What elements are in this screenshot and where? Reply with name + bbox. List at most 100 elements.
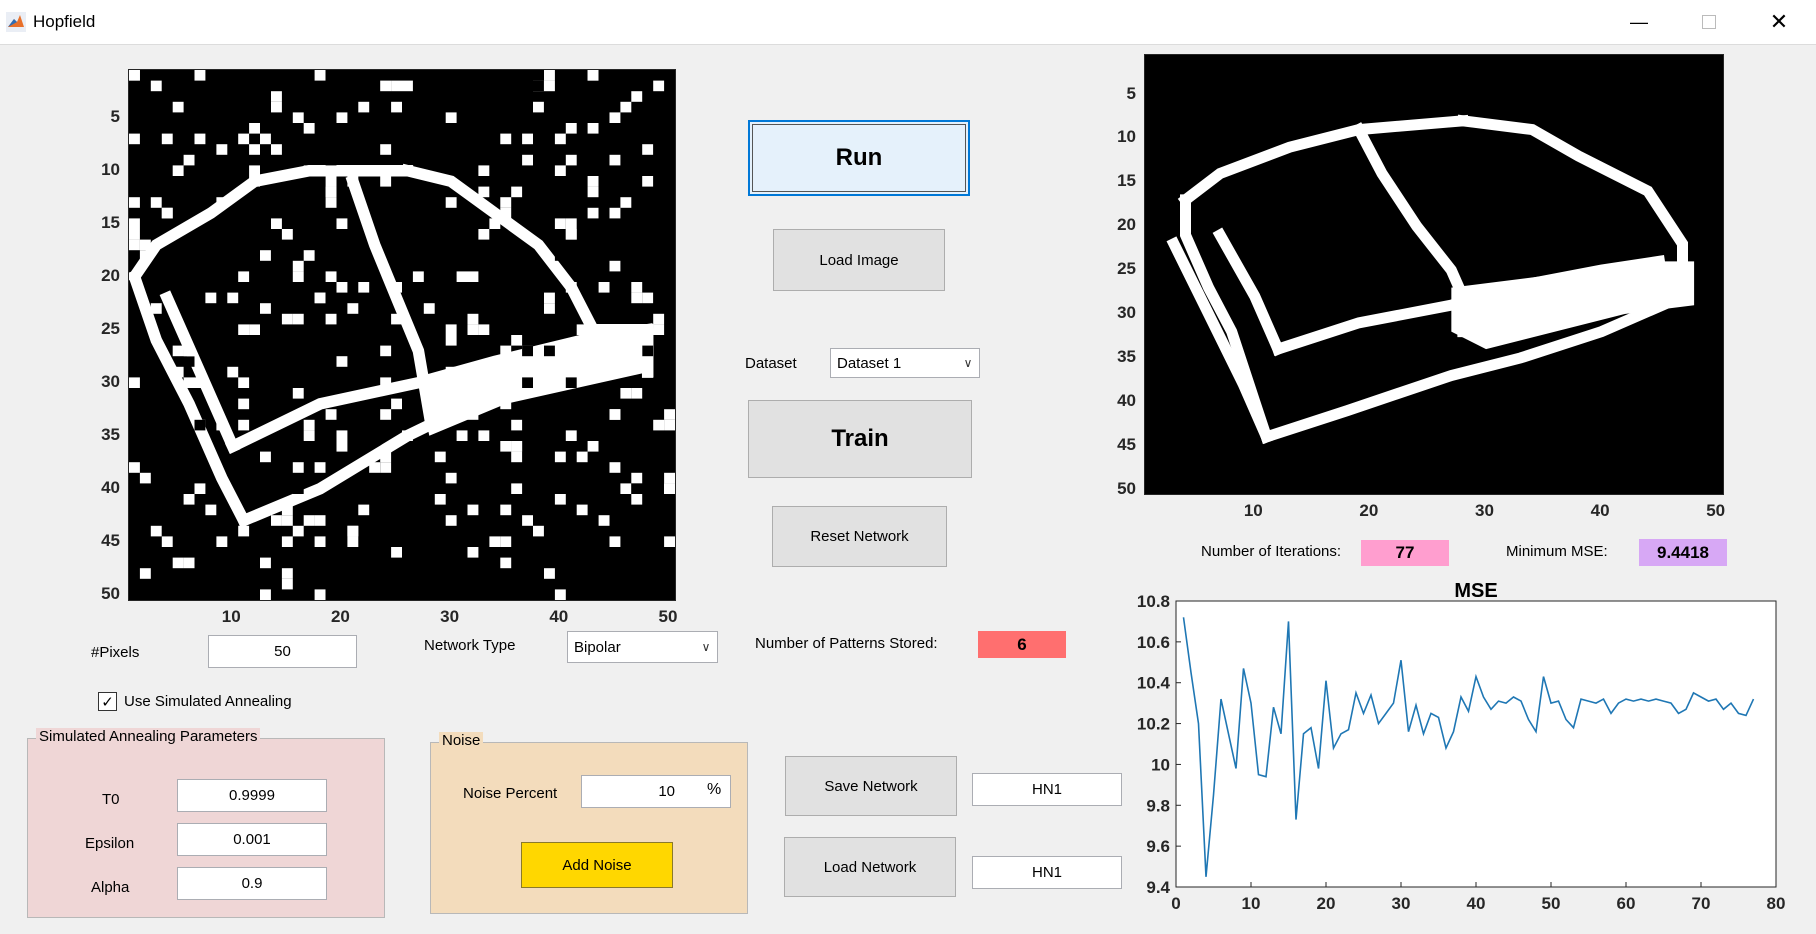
noise-percent-input[interactable]: 10: [581, 775, 731, 808]
title-bar: Hopfield — ✕: [0, 0, 1816, 45]
save-network-name-input[interactable]: HN1: [972, 773, 1122, 806]
y-tick-label: 9.8: [1146, 796, 1170, 815]
output-x-tick: 20: [1359, 501, 1379, 520]
output-x-tick: 40: [1590, 501, 1610, 520]
reset-network-button[interactable]: Reset Network: [772, 506, 947, 567]
y-tick-label: 10.2: [1137, 715, 1170, 734]
output-y-tick: 10: [1117, 127, 1136, 147]
chevron-down-icon: ∨: [701, 640, 711, 654]
close-button[interactable]: ✕: [1744, 0, 1814, 44]
input-y-tick: 25: [101, 318, 120, 338]
min-mse-value: 9.4418: [1639, 539, 1727, 566]
input-x-tick: 30: [440, 607, 460, 626]
epsilon-input[interactable]: 0.001: [177, 823, 327, 856]
load-network-button[interactable]: Load Network: [784, 837, 956, 897]
network-type-select[interactable]: Bipolar ∨: [567, 631, 718, 663]
input-y-tick: 15: [101, 212, 120, 232]
matlab-icon: [6, 12, 26, 32]
mse-plot-area: [1175, 600, 1777, 888]
x-tick-label: 30: [1392, 894, 1411, 913]
train-button[interactable]: Train: [748, 400, 972, 478]
x-tick-label: 20: [1317, 894, 1336, 913]
y-tick-label: 10.8: [1137, 592, 1170, 611]
simulated-annealing-panel: Simulated Annealing Parameters T0 0.9999…: [27, 728, 385, 918]
alpha-label: Alpha: [91, 879, 130, 896]
output-y-tick: 5: [1126, 83, 1136, 103]
output-image-canvas: [1166, 114, 1695, 445]
mse-chart-svg: MSE 0 10 20 30 40 50 60 70 80 9.4 9.6 9.8 10 10.2 10.4 1…: [1137, 580, 1786, 913]
x-tick-label: 10: [1242, 894, 1261, 913]
chevron-down-icon: ∨: [963, 356, 973, 370]
input-y-tick: 10: [101, 159, 120, 179]
minimize-button[interactable]: —: [1604, 0, 1674, 44]
output-y-tick: 35: [1117, 346, 1136, 366]
output-y-tick: 30: [1117, 303, 1136, 322]
annealing-checkbox[interactable]: ✓: [98, 692, 117, 711]
y-tick-label: 10.6: [1137, 633, 1170, 652]
maximize-button[interactable]: [1674, 0, 1744, 44]
x-tick-label: 50: [1542, 894, 1561, 913]
load-network-name-input[interactable]: HN1: [972, 856, 1122, 889]
pixels-input[interactable]: 50: [208, 635, 357, 668]
load-image-button[interactable]: Load Image: [773, 229, 945, 291]
noise-panel-title: Noise: [439, 732, 484, 749]
input-x-tick: 50: [658, 607, 678, 626]
output-y-tick: 25: [1117, 259, 1136, 279]
input-y-tick: 30: [101, 371, 120, 391]
output-x-tick: 10: [1243, 501, 1263, 520]
sa-panel-title: Simulated Annealing Parameters: [36, 728, 261, 745]
output-y-tick: 20: [1117, 215, 1136, 235]
noise-panel: Noise Noise Percent 10 % Add Noise: [430, 732, 748, 914]
mse-series-line: [1182, 617, 1755, 877]
noise-percent-label: Noise Percent: [463, 785, 558, 802]
x-tick-label: 40: [1467, 894, 1486, 913]
x-tick-label: 60: [1617, 894, 1636, 913]
input-x-tick: 10: [221, 607, 241, 626]
percent-unit: %: [707, 781, 722, 798]
output-image-plot: [1144, 54, 1724, 495]
iterations-label: Number of Iterations:: [1201, 543, 1342, 560]
input-y-tick: 5: [110, 106, 120, 126]
y-tick-label: 10: [1151, 755, 1170, 774]
output-y-tick: 45: [1117, 434, 1136, 454]
dataset-select[interactable]: Dataset 1 ∨: [830, 348, 980, 378]
input-y-tick: 40: [101, 477, 120, 497]
input-y-tick: 50: [101, 583, 120, 603]
input-image-canvas: [129, 70, 675, 600]
network-type-value: Bipolar: [574, 638, 621, 656]
min-mse-label: Minimum MSE:: [1506, 543, 1608, 560]
maximize-icon: [1702, 15, 1716, 29]
mse-chart: MSE 0 10 20 30 40 50 60 70 80 9.4 9.6 9.8 10 10.2 10.4 1…: [1126, 576, 1816, 929]
chart-title: MSE: [1454, 580, 1497, 602]
x-tick-label: 80: [1767, 894, 1786, 913]
y-tick-label: 10.4: [1137, 674, 1171, 693]
patterns-value: 6: [978, 631, 1066, 658]
t0-label: T0: [102, 791, 120, 808]
dataset-label: Dataset: [745, 355, 797, 372]
input-image-plot: [128, 69, 676, 601]
input-x-tick: 20: [330, 607, 350, 626]
pixels-label: #Pixels: [91, 644, 140, 661]
output-y-tick: 50: [1117, 478, 1136, 498]
input-y-tick: 20: [101, 265, 120, 285]
run-button[interactable]: Run: [748, 120, 970, 196]
add-noise-button[interactable]: Add Noise: [521, 842, 673, 888]
save-network-button[interactable]: Save Network: [785, 756, 957, 816]
x-tick-label: 0: [1171, 894, 1180, 913]
output-y-tick: 40: [1117, 390, 1136, 410]
y-tick-label: 9.6: [1146, 837, 1170, 856]
output-x-tick: 30: [1475, 501, 1494, 520]
check-icon: ✓: [101, 693, 114, 711]
network-type-label: Network Type: [424, 637, 516, 654]
alpha-input[interactable]: 0.9: [177, 867, 327, 900]
dataset-value: Dataset 1: [837, 354, 902, 372]
close-icon: ✕: [1769, 9, 1789, 34]
patterns-label: Number of Patterns Stored:: [755, 635, 938, 652]
iterations-value: 77: [1361, 540, 1449, 566]
output-y-tick: 15: [1117, 171, 1136, 191]
t0-input[interactable]: 0.9999: [177, 779, 327, 812]
minimize-icon: —: [1630, 11, 1648, 32]
input-y-tick: 35: [101, 424, 120, 444]
output-x-tick: 50: [1706, 501, 1726, 520]
x-tick-label: 70: [1692, 894, 1711, 913]
